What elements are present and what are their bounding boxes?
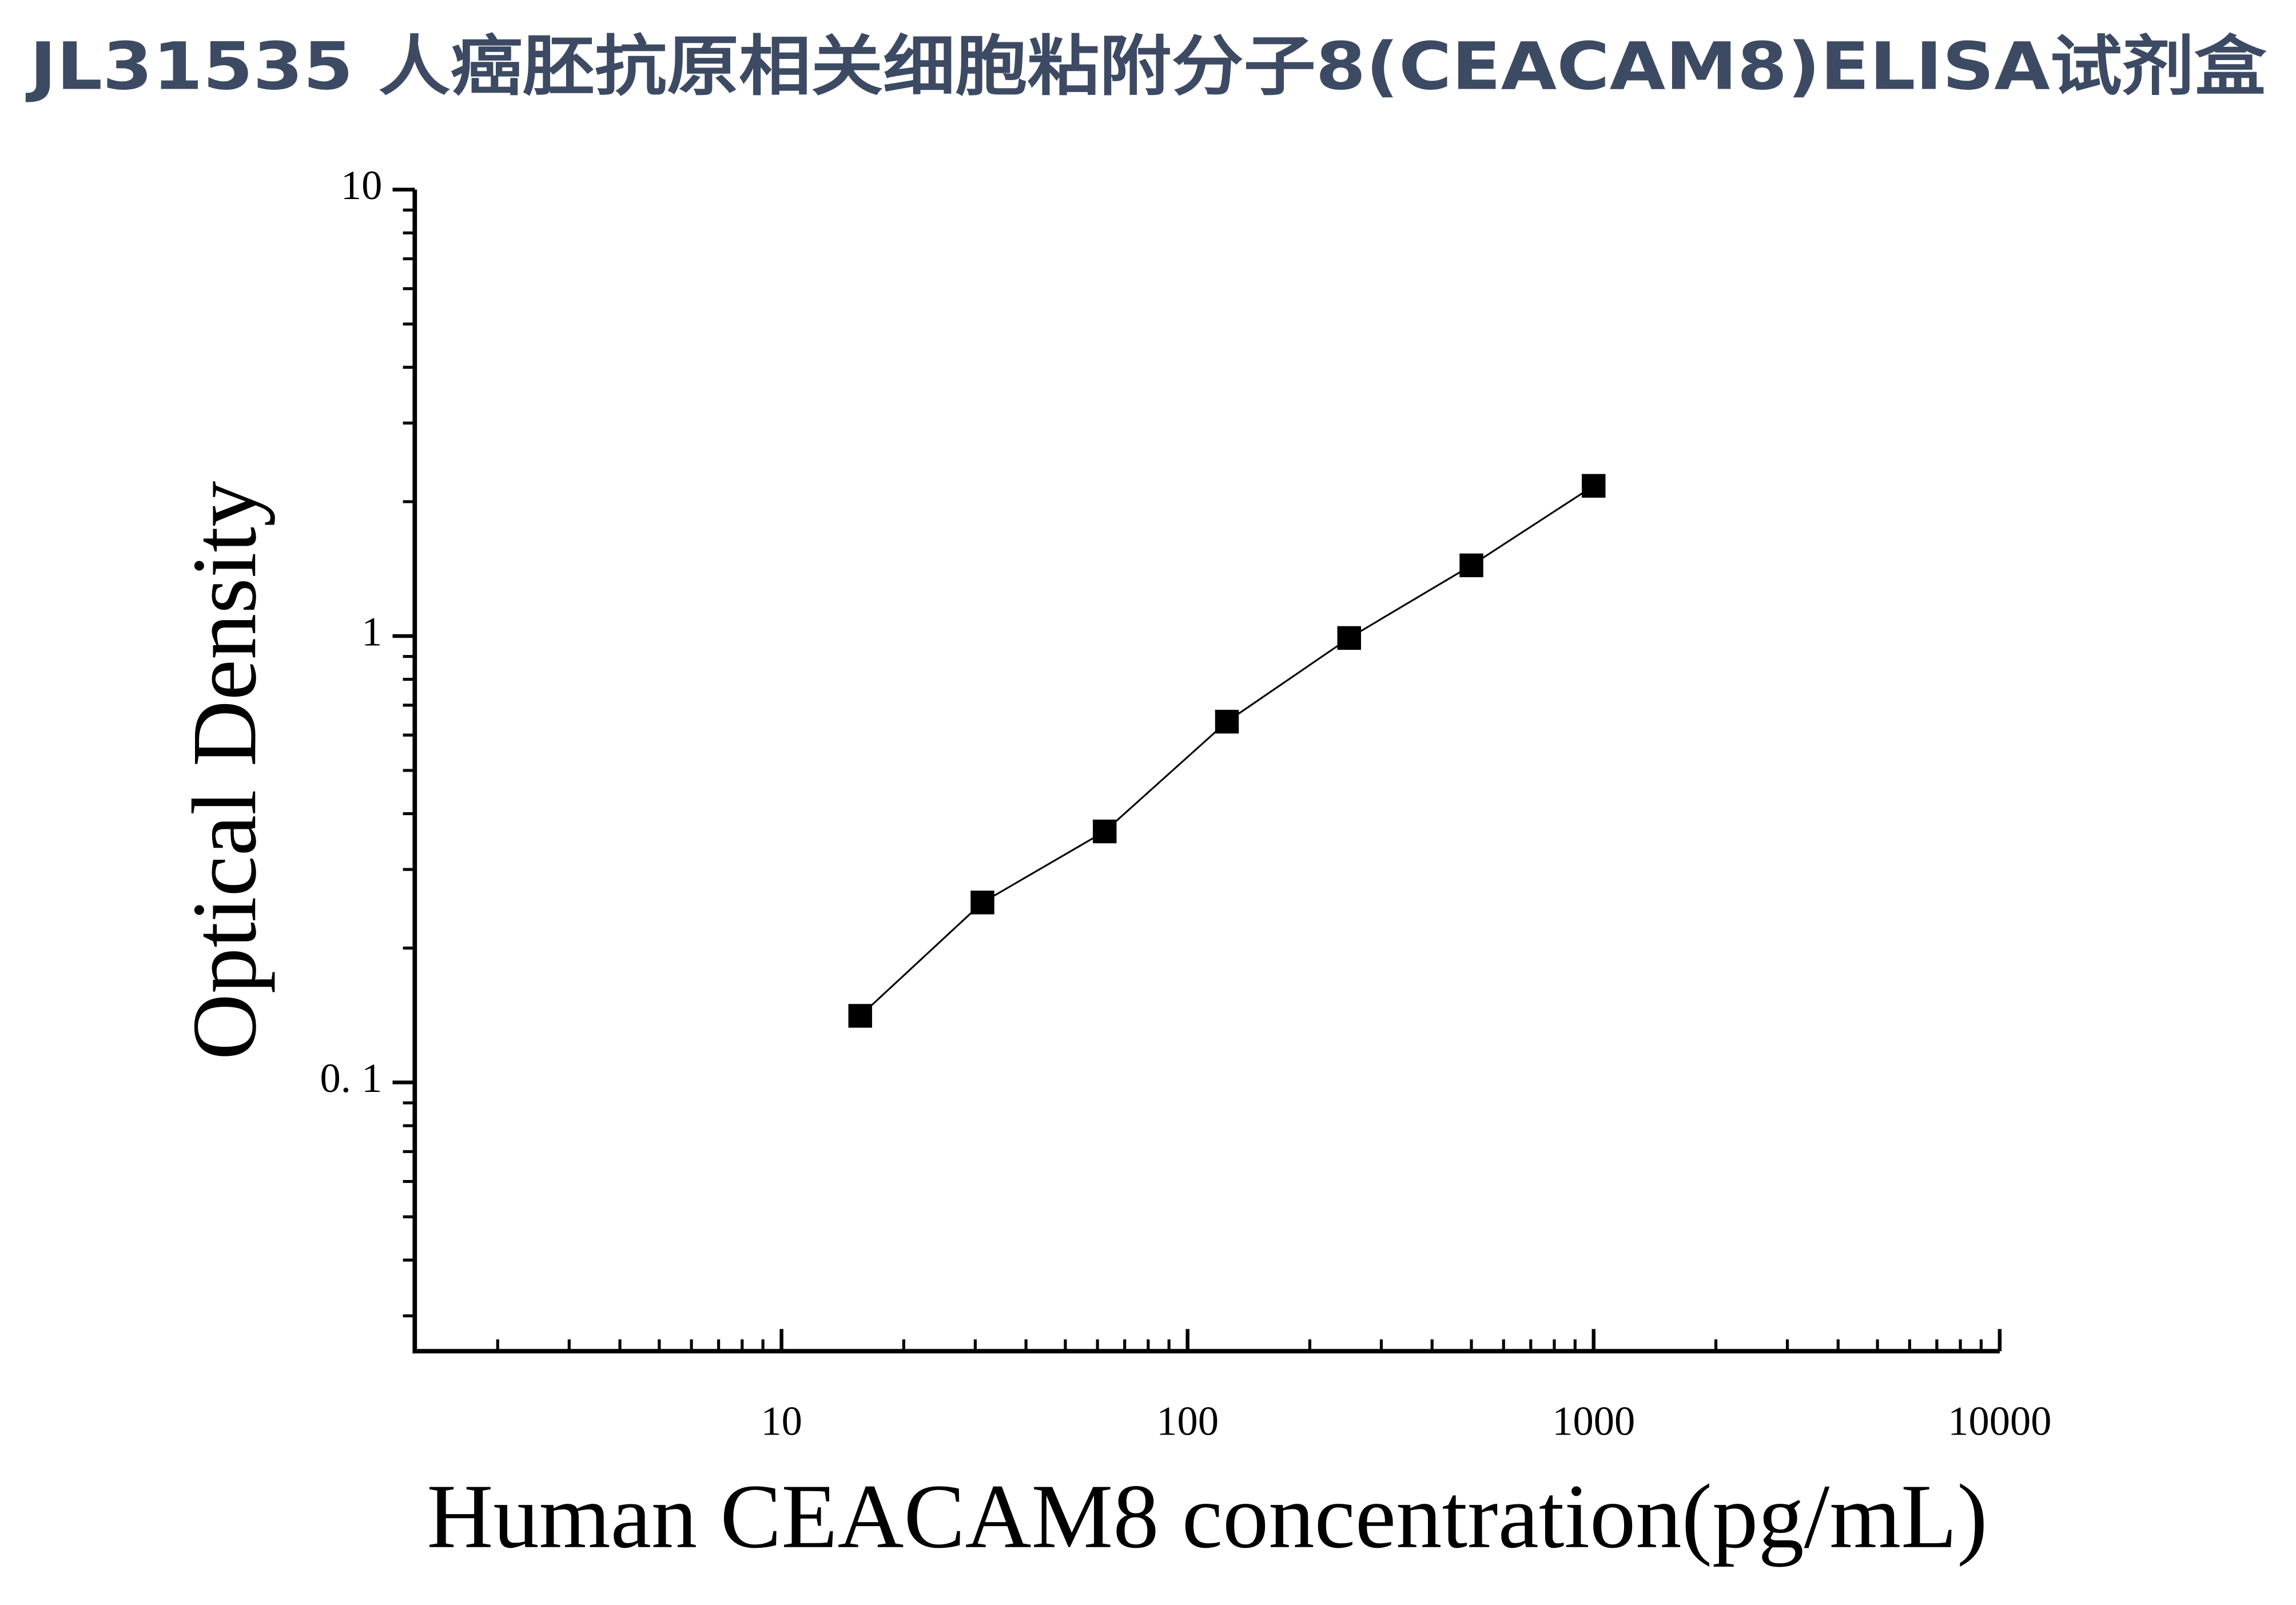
fit-line <box>859 485 1594 1017</box>
x-tick-label: 10000 <box>1948 1397 2051 1444</box>
point <box>1337 626 1361 650</box>
x-tick-label: 100 <box>1156 1397 1219 1444</box>
point <box>970 891 994 915</box>
y-tick-label: 0. 1 <box>320 1055 383 1101</box>
point <box>1459 553 1483 578</box>
point <box>1093 819 1117 844</box>
point <box>848 1004 872 1028</box>
x-tick-label: 10 <box>761 1397 802 1444</box>
x-tick-label: 1000 <box>1552 1397 1635 1444</box>
y-tick-label: 1 <box>361 609 382 655</box>
point <box>1215 709 1239 734</box>
y-axis-label: Optical Density <box>173 481 275 1060</box>
point <box>1582 474 1606 498</box>
x-axis-label: Human CEACAM8 concentration(pg/mL) <box>427 1465 1987 1567</box>
chart-title: JL31535 人癌胚抗原相关细胞粘附分子8(CEACAM8)ELISA试剂盒 <box>25 29 2267 105</box>
y-tick-label: 10 <box>341 162 383 208</box>
